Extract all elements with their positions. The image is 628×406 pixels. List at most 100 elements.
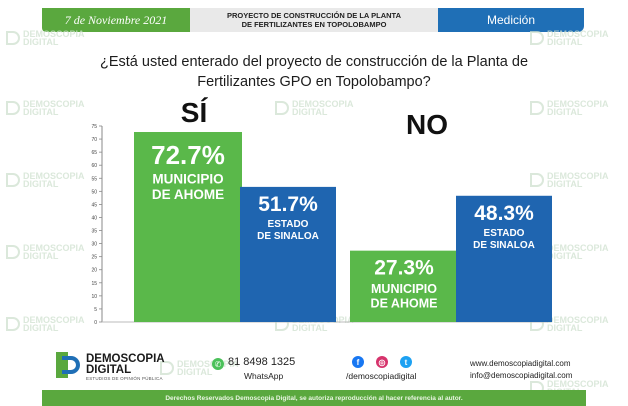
watermark-line1: DEMOSCOPIA [23,171,85,181]
watermark-line1: DEMOSCOPIA [547,243,609,253]
watermark-line2: DIGITAL [23,323,59,333]
bar-estado-sinaloa [240,186,336,322]
watermark-line1: DEMOSCOPIA [547,315,609,325]
question-line1: ¿Está usted enterado del proyecto de con… [99,54,529,70]
watermark-logo-icon [160,361,174,375]
watermark-line1: DEMOSCOPIA [547,99,609,109]
brand-logo-icon [56,352,82,378]
watermark-logo-icon [6,31,20,45]
value-label: 51.7% [258,193,318,216]
y-tick-label: 70 [91,137,97,143]
bar-municipio-ahome [134,132,242,322]
y-tick-label: 75 [91,124,97,130]
watermark-line2: DIGITAL [23,179,59,189]
twitter-icon[interactable]: t [400,356,412,368]
bar-label-line1: MUNICIPIO [371,282,437,296]
watermark-line1: DEMOSCOPIA [292,99,354,109]
bar-label-line1: ESTADO [484,228,525,239]
watermark-line2: DIGITAL [547,179,583,189]
watermark-line2: DIGITAL [23,107,59,117]
y-tick-label: 30 [91,242,97,248]
watermark-logo-icon [530,173,544,187]
bar-label-line2: DE AHOME [152,187,224,202]
bar-label-line2: DE SINALOA [257,231,319,242]
instagram-icon[interactable]: ◎ [376,356,388,368]
survey-title-line1: PROYECTO DE CONSTRUCCIÓN DE LA PLANTA [226,11,402,20]
value-label: 48.3% [474,202,534,225]
whatsapp-label: WhatsApp [244,371,284,381]
y-tick-label: 40 [91,215,97,221]
watermark-line2: DIGITAL [23,37,59,47]
y-tick-label: 55 [91,176,97,182]
brand-tagline: ESTUDIOS DE OPINIÓN PÚBLICA [86,376,163,381]
watermark-line2: DIGITAL [23,251,59,261]
y-tick-label: 20 [91,268,97,274]
bar-municipio-ahome [350,250,458,322]
watermark-line1: DEMOSCOPIA [547,379,609,389]
rights-notice: Derechos Reservados Demoscopia Digital, … [42,390,586,406]
social-handle: /demoscopiadigital [346,371,417,381]
bar-label-line1: ESTADO [268,219,309,230]
watermark-line1: DEMOSCOPIA [23,315,85,325]
watermark-line1: DEMOSCOPIA [23,99,85,109]
watermark-line1: DEMOSCOPIA [23,243,85,253]
watermark-line2: DIGITAL [547,37,583,47]
watermark-logo-icon [275,101,289,115]
y-tick-label: 0 [94,320,97,326]
website-link[interactable]: www.demoscopiadigital.com [470,359,571,368]
y-tick-label: 35 [91,229,97,235]
watermark-line2: DIGITAL [177,367,213,377]
watermark-logo-icon [530,31,544,45]
phone-number: 81 8498 1325 [228,356,296,368]
y-tick-label: 60 [91,163,97,169]
y-tick-label: 15 [91,281,97,287]
bar-label-line2: DE SINALOA [473,240,535,251]
survey-question: ¿Está usted enterado del proyecto de con… [60,52,568,92]
email-link[interactable]: info@demoscopiadigital.com [470,371,573,380]
survey-title: PROYECTO DE CONSTRUCCIÓN DE LA PLANTA DE… [190,8,438,32]
brand-name-line2: DIGITAL [86,364,132,376]
watermark-line2: DIGITAL [547,323,583,333]
question-line2: Fertilizantes GPO en Topolobampo? [197,74,431,90]
watermark-line1: DEMOSCOPIA [23,29,85,39]
header-bar: 7 de Noviembre 2021 PROYECTO DE CONSTRUC… [0,8,628,34]
watermark-line2: DIGITAL [547,107,583,117]
category-label: SÍ [181,97,209,128]
value-label: 27.3% [374,257,434,280]
watermark-logo-icon [530,101,544,115]
watermark-line1: DEMOSCOPIA [547,29,609,39]
bar-label-line1: MUNICIPIO [152,172,223,187]
value-label: 72.7% [151,140,225,170]
watermark-line2: DIGITAL [292,107,328,117]
watermark-line1: DEMOSCOPIA [547,171,609,181]
y-tick-label: 50 [91,189,97,195]
watermark-line2: DIGITAL [547,251,583,261]
category-label: Medición [438,8,584,32]
bar-estado-sinaloa [456,195,552,322]
watermark-line1: DEMOSCOPIA [177,359,239,369]
watermark-logo-icon [6,173,20,187]
watermark-logo-icon [6,101,20,115]
survey-title-line2: DE FERTILIZANTES EN TOPOLOBAMPO [241,20,387,29]
watermark-logo-icon [6,317,20,331]
date-label: 7 de Noviembre 2021 [42,8,190,32]
y-tick-label: 5 [94,307,97,313]
y-tick-label: 65 [91,150,97,156]
bar-label-line2: DE AHOME [371,297,438,311]
brand-name: DEMOSCOPIA DIGITAL [86,353,165,376]
y-tick-label: 45 [91,202,97,208]
whatsapp-icon: ✆ [212,358,224,370]
brand-name-line1: DEMOSCOPIA [86,353,165,365]
facebook-icon[interactable]: f [352,356,364,368]
watermark-line2: DIGITAL [292,323,328,333]
y-tick-label: 25 [91,255,97,261]
category-label: NO [406,109,448,140]
watermark-logo-icon [6,245,20,259]
